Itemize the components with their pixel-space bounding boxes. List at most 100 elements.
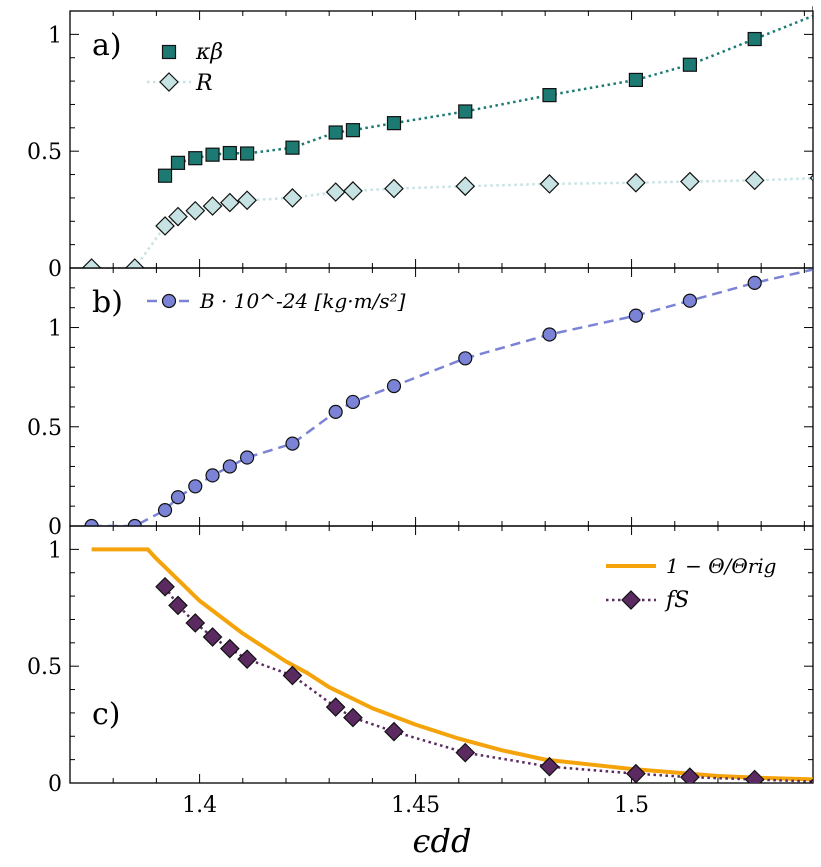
data-point — [325, 182, 346, 202]
data-point — [155, 216, 175, 236]
legend-label: 1 − Θ/Θrig — [666, 554, 777, 578]
data-point — [345, 123, 361, 138]
data-point — [282, 665, 303, 686]
data-point — [343, 707, 363, 728]
series-line — [91, 547, 813, 782]
y-tick-label: 0.5 — [27, 655, 62, 680]
legend-label: fS — [664, 588, 689, 613]
series-line — [91, 268, 813, 526]
legend-marker — [621, 590, 641, 610]
data-point — [626, 763, 646, 783]
data-point — [455, 742, 476, 763]
data-point — [237, 649, 257, 670]
data-point — [744, 170, 765, 191]
data-point — [202, 627, 223, 647]
panel-frame — [69, 525, 814, 784]
data-point — [285, 140, 300, 155]
data-point — [809, 778, 813, 783]
series-line — [164, 14, 813, 177]
data-point — [285, 436, 300, 451]
x-axis-label: ϵdd — [413, 822, 472, 860]
plot-area — [91, 547, 813, 783]
panel-1: 0 0.5 1 a) κβ R — [27, 6, 814, 282]
data-point — [542, 327, 557, 342]
plot-area — [84, 265, 813, 526]
data-point — [539, 174, 560, 194]
legend-marker — [161, 44, 177, 60]
panel-label: a) — [92, 28, 122, 63]
x-tick-label: 1.4 — [182, 793, 217, 818]
data-point — [343, 181, 363, 201]
plot-area — [81, 6, 813, 268]
data-point — [384, 721, 404, 742]
y-tick-label: 0 — [48, 257, 62, 282]
data-point — [155, 576, 175, 597]
data-point — [812, 265, 813, 271]
panel-frame — [69, 10, 814, 269]
data-point — [682, 57, 697, 72]
data-point — [458, 104, 473, 119]
series-line — [164, 586, 813, 783]
data-point — [219, 192, 240, 213]
y-tick-label: 1 — [48, 23, 62, 48]
data-point — [747, 31, 762, 47]
data-point — [185, 200, 206, 221]
legend: κβ R — [147, 40, 223, 96]
panel-frame — [69, 267, 814, 527]
data-point — [202, 196, 223, 216]
data-point — [240, 146, 255, 161]
data-point — [345, 394, 361, 410]
y-tick-label: 0 — [48, 515, 62, 540]
legend-label: R — [195, 71, 213, 96]
data-point — [626, 172, 646, 193]
data-point — [205, 468, 220, 483]
legend: B · 10^-24 [kg·m/s²] — [147, 289, 406, 313]
data-point — [168, 206, 188, 227]
data-point — [84, 518, 99, 526]
data-point — [680, 767, 700, 783]
data-point — [744, 769, 765, 783]
data-point — [222, 145, 237, 161]
data-point — [628, 72, 643, 88]
legend-label: κβ — [195, 40, 223, 65]
data-point — [81, 258, 102, 268]
data-point — [222, 459, 237, 474]
x-tick-label: 1.45 — [391, 793, 440, 818]
data-point — [188, 151, 203, 166]
data-point — [157, 503, 173, 518]
y-tick-label: 1 — [48, 538, 62, 563]
data-point — [384, 178, 404, 199]
data-point — [325, 697, 346, 717]
data-point — [157, 168, 173, 183]
data-point — [282, 188, 303, 208]
data-point — [747, 275, 762, 290]
data-point — [328, 404, 343, 419]
y-tick-label: 0.5 — [27, 140, 62, 165]
data-point — [682, 293, 697, 308]
data-point — [127, 518, 142, 526]
data-point — [386, 378, 402, 394]
legend: 1 − Θ/Θrig fS — [606, 554, 777, 613]
data-point — [455, 176, 476, 197]
data-point — [188, 479, 203, 494]
data-point — [809, 174, 813, 182]
y-tick-label: 0.5 — [27, 416, 62, 441]
x-tick-label: 1.5 — [614, 793, 649, 818]
data-point — [170, 490, 186, 505]
panel-label: c) — [92, 697, 121, 732]
y-tick-label: 0 — [48, 772, 62, 797]
data-point — [219, 638, 240, 659]
data-point — [328, 125, 343, 140]
data-point — [539, 756, 560, 777]
data-point — [205, 147, 220, 162]
data-point — [458, 351, 473, 366]
data-point — [185, 613, 206, 633]
y-tick-label: 1 — [48, 317, 62, 342]
panel-label: b) — [92, 285, 123, 320]
series-line — [91, 177, 813, 268]
legend-label: B · 10^-24 [kg·m/s²] — [199, 289, 406, 313]
legend-marker — [159, 72, 179, 92]
legend-marker — [161, 293, 177, 309]
data-point — [237, 190, 257, 211]
